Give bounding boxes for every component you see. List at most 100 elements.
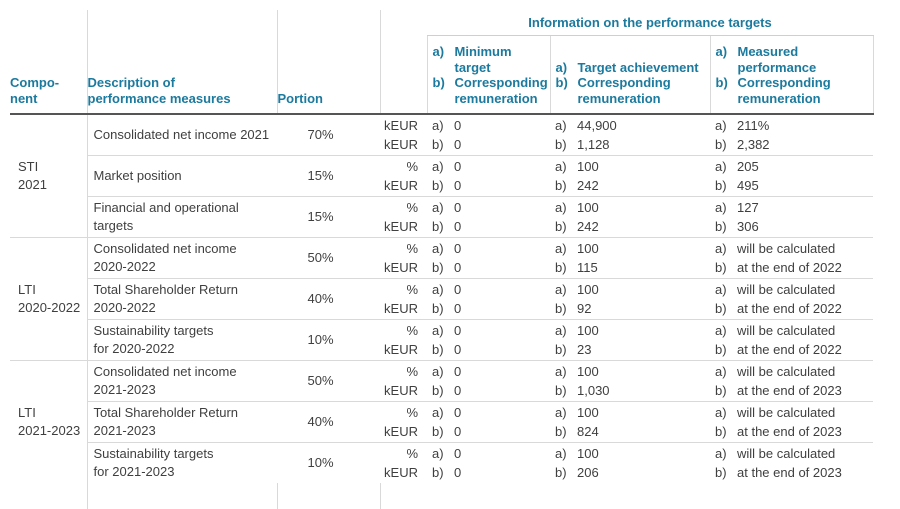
measured-performance-value: will be calculated <box>737 240 836 256</box>
target-remuneration-value: 115 <box>577 259 598 275</box>
cell-description: Sustainability targets for 2021-2023 <box>87 441 277 483</box>
measured-remuneration-value: at the end of 2023 <box>737 423 842 439</box>
cell-minimum-target: a) 0 b) 0 <box>427 441 550 483</box>
unit-a: % <box>406 322 418 338</box>
unit-b: kEUR <box>384 136 418 152</box>
minimum-remuneration-value: 0 <box>454 177 462 193</box>
info-performance-targets-title: Information on the performance targets <box>427 10 873 36</box>
minimum-target-value: 0 <box>454 363 462 379</box>
cell-portion: 10% <box>277 318 380 360</box>
table-row: STI 2021 Consolidated net income 2021 70% … <box>10 113 873 237</box>
cell-unit: % kEUR <box>380 154 427 196</box>
unit-a: % <box>406 281 418 297</box>
measured-performance-value: 127 <box>737 199 759 215</box>
cell-measured-performance: a) will be calculated b) at the end of 202… <box>710 318 873 360</box>
cell-target-achievement: a) 100 b) 23 <box>550 318 710 360</box>
target-achievement-value: 100 <box>577 322 599 338</box>
cell-unit: % kEUR <box>380 318 427 360</box>
table-row: LTI 2021-2023 Consolidated net income 2021-… <box>10 359 873 483</box>
measured-remuneration-value: at the end of 2023 <box>737 464 842 480</box>
unit-a: % <box>406 363 418 379</box>
cell-component-group: LTI 2021-2023 <box>10 359 88 483</box>
column-header-minimum-target: a) Minimum target b) Corresponding remun… <box>426 35 550 115</box>
cell-minimum-target: a) 0 b) 0 <box>427 154 550 196</box>
unit-b: kEUR <box>384 218 418 234</box>
cell-measured-performance: a) 127 b) 306 <box>710 195 873 237</box>
cell-unit: % kEUR <box>380 277 427 319</box>
cell-portion: 50% <box>277 236 380 278</box>
target-remuneration-value: 23 <box>577 341 592 357</box>
minimum-target-value: 0 <box>454 117 462 133</box>
cell-target-achievement: a) 100 b) 242 <box>550 195 710 237</box>
measured-performance-value: will be calculated <box>737 322 836 338</box>
cell-measured-performance: a) will be calculated b) at the end of 202… <box>710 359 873 401</box>
unit-b: kEUR <box>384 259 418 275</box>
unit-b: kEUR <box>384 382 418 398</box>
minimum-target-value: 0 <box>454 322 462 338</box>
table-row: Total Shareholder Return 2020-2022 40% % … <box>10 277 873 319</box>
cell-target-achievement: a) 100 b) 1,030 <box>550 359 710 401</box>
unit-b: kEUR <box>384 300 418 316</box>
target-remuneration-value: 242 <box>577 177 599 193</box>
target-remuneration-value: 206 <box>577 464 599 480</box>
unit-b: kEUR <box>384 464 418 480</box>
cell-minimum-target: a) 0 b) 0 <box>427 318 550 360</box>
cell-minimum-target: a) 0 b) 0 <box>427 359 550 401</box>
target-achievement-value: 100 <box>577 281 599 297</box>
cell-measured-performance: a) will be calculated b) at the end of 202… <box>710 236 873 278</box>
cell-description: Consolidated net income 2021-2023 <box>87 359 277 401</box>
table-header: Information on the performance targets C… <box>10 0 874 115</box>
cell-unit: % kEUR <box>380 441 427 483</box>
minimum-remuneration-value: 0 <box>454 259 462 275</box>
unit-b: kEUR <box>384 423 418 439</box>
minimum-target-value: 0 <box>454 199 462 215</box>
table-row: Financial and operational targets 15% % k… <box>10 195 873 237</box>
cell-measured-performance: a) will be calculated b) at the end of 202… <box>710 277 873 319</box>
column-header-unit <box>380 35 427 115</box>
measured-remuneration-value: 306 <box>737 218 759 234</box>
column-header-portion: Portion <box>277 35 381 115</box>
header-row-group-title: Information on the performance targets <box>10 10 873 36</box>
cell-portion: 40% <box>277 400 380 442</box>
cell-target-achievement: a) 100 b) 92 <box>550 277 710 319</box>
cell-portion: 40% <box>277 277 380 319</box>
cell-description: Consolidated net income 2020-2022 <box>87 236 277 278</box>
cell-portion: 10% <box>277 441 380 483</box>
cell-description: Sustainability targets for 2020-2022 <box>87 318 277 360</box>
minimum-remuneration-value: 0 <box>454 300 462 316</box>
measured-remuneration-value: at the end of 2023 <box>737 382 842 398</box>
target-remuneration-value: 242 <box>577 218 599 234</box>
cell-minimum-target: a) 0 b) 0 <box>427 113 550 155</box>
cell-description: Total Shareholder Return 2021-2023 <box>87 400 277 442</box>
minimum-remuneration-value: 0 <box>454 341 462 357</box>
target-achievement-value: 44,900 <box>577 117 617 133</box>
measured-remuneration-value: 2,382 <box>737 136 770 152</box>
unit-a: % <box>406 404 418 420</box>
cell-unit: % kEUR <box>380 400 427 442</box>
table-row: Sustainability targets for 2021-2023 10% … <box>10 441 873 483</box>
measured-remuneration-value: 495 <box>737 177 759 193</box>
target-achievement-value: 100 <box>577 363 599 379</box>
target-achievement-value: 100 <box>577 199 599 215</box>
minimum-remuneration-value: 0 <box>454 218 462 234</box>
minimum-target-value: 0 <box>454 240 462 256</box>
minimum-remuneration-value: 0 <box>454 423 462 439</box>
top-spacer-row <box>10 0 873 10</box>
minimum-target-value: 0 <box>454 158 462 174</box>
unit-b: kEUR <box>384 177 418 193</box>
cell-target-achievement: a) 100 b) 242 <box>550 154 710 196</box>
cell-portion: 50% <box>277 359 380 401</box>
cell-description: Consolidated net income 2021 <box>87 113 277 155</box>
cell-measured-performance: a) 205 b) 495 <box>710 154 873 196</box>
cell-minimum-target: a) 0 b) 0 <box>427 400 550 442</box>
bottom-spacer-row <box>10 483 873 509</box>
cell-measured-performance: a) will be calculated b) at the end of 202… <box>710 400 873 442</box>
cell-component-group: STI 2021 <box>10 113 88 237</box>
target-remuneration-value: 1,030 <box>577 382 610 398</box>
table-body: STI 2021 Consolidated net income 2021 70% … <box>10 113 873 509</box>
target-achievement-value: 100 <box>577 240 599 256</box>
minimum-remuneration-value: 0 <box>454 464 462 480</box>
unit-a: % <box>406 158 418 174</box>
performance-targets-table: Information on the performance targets C… <box>10 0 874 509</box>
table-row: Total Shareholder Return 2021-2023 40% % … <box>10 400 873 442</box>
